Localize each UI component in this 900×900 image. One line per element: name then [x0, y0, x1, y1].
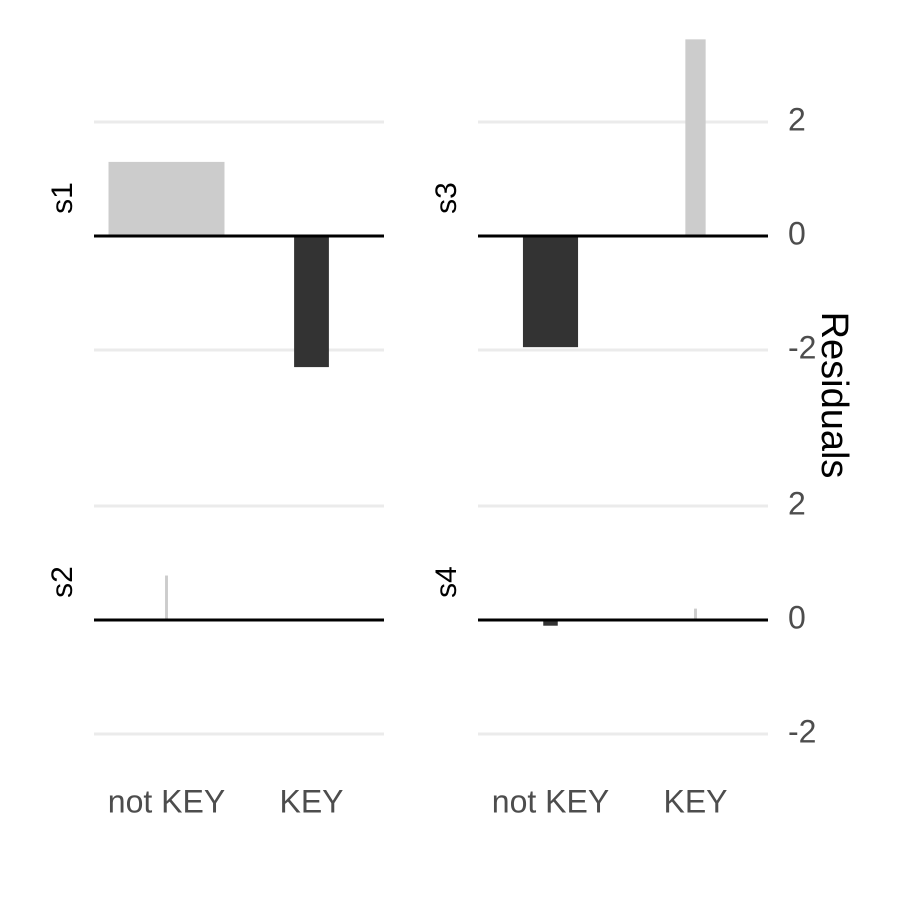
panels-group: s1 s3 s2 s4 [46, 39, 768, 736]
y-tick-label: 2 [788, 485, 806, 521]
y-tick-label: -2 [788, 713, 816, 749]
panel-label-s1: s1 [46, 182, 79, 214]
bar-s1-not-key [108, 161, 225, 236]
bar-s2-not-key [165, 575, 168, 620]
panel-s3: s3 [430, 39, 768, 352]
panel-s4: s4 [430, 504, 768, 736]
bar-s4-not-key [543, 620, 558, 626]
x-axis: not KEY KEY not KEY KEY [108, 783, 728, 819]
panel-s2: s2 [46, 504, 384, 736]
panel-label-s4: s4 [430, 566, 463, 598]
y-axis: -2 0 2 -2 0 2 [788, 101, 816, 749]
panel-label-s2: s2 [46, 566, 79, 598]
y-tick-label: 0 [788, 599, 806, 635]
bar-s3-key [685, 39, 706, 236]
x-tick-label-key: KEY [279, 783, 343, 819]
x-tick-label-not-key: not KEY [492, 783, 609, 819]
y-axis-title: Residuals [813, 312, 855, 479]
y-tick-label: -2 [788, 329, 816, 365]
y-tick-label: 2 [788, 101, 806, 137]
bar-s4-key [694, 608, 697, 620]
panel-s1: s1 [46, 120, 384, 368]
x-tick-label-key: KEY [663, 783, 727, 819]
panel-label-s3: s3 [430, 182, 463, 214]
x-tick-label-not-key: not KEY [108, 783, 225, 819]
bar-s3-not-key [522, 236, 579, 348]
y-tick-label: 0 [788, 215, 806, 251]
bar-s1-key [294, 236, 329, 368]
